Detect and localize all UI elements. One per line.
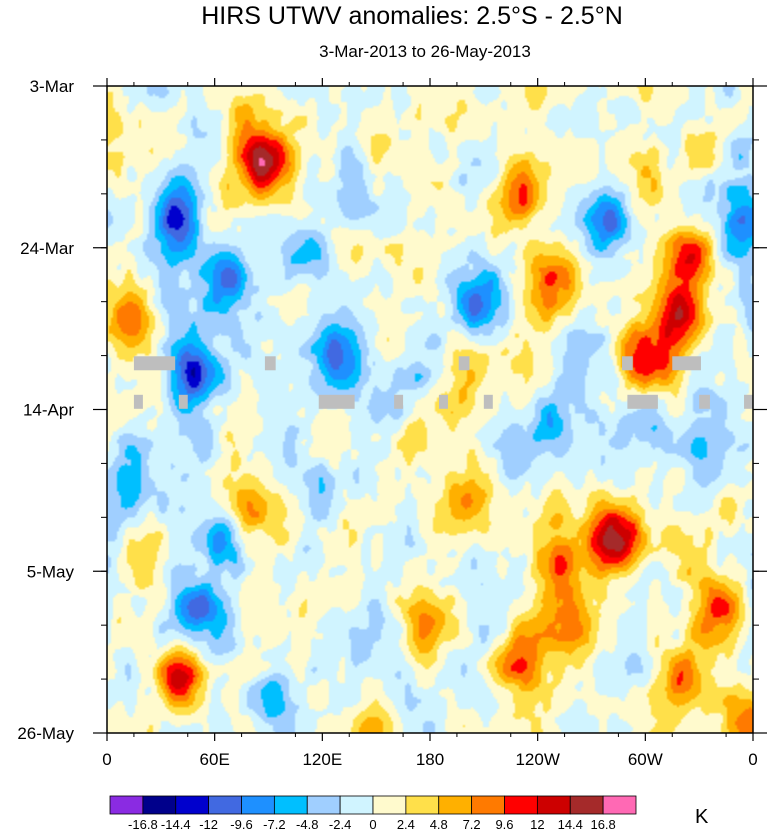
missing-data-segment bbox=[178, 394, 188, 409]
missing-data-segment bbox=[458, 356, 470, 371]
colorbar-label: 14.4 bbox=[558, 817, 583, 832]
colorbar-swatch bbox=[536, 795, 571, 815]
x-tick-label: 180 bbox=[416, 750, 444, 769]
y-tick-label: 24-Mar bbox=[20, 239, 74, 258]
colorbar-swatch bbox=[405, 795, 440, 815]
y-axis: 3-Mar 24-Mar 14-Apr 5-May 26-May bbox=[17, 77, 74, 743]
colorbar-label: 4.8 bbox=[430, 817, 448, 832]
colorbar: -16.8 -14.4 -12 -9.6 -7.2 -4.8 -2.4 0 2.4 4.8 7.2 9… bbox=[109, 795, 637, 832]
x-tick-label: 120E bbox=[302, 750, 342, 769]
colorbar-label: -14.4 bbox=[161, 817, 191, 832]
chart-subtitle: 3-Mar-2013 to 26-May-2013 bbox=[319, 42, 531, 61]
chart-title: HIRS UTWV anomalies: 2.5°S - 2.5°N bbox=[201, 2, 623, 30]
colorbar-label: -9.6 bbox=[230, 817, 252, 832]
colorbar-label: -7.2 bbox=[263, 817, 285, 832]
y-tick-label: 3-Mar bbox=[30, 77, 75, 96]
missing-data-segment bbox=[438, 394, 448, 409]
colorbar-label: 2.4 bbox=[397, 817, 415, 832]
missing-data-segment bbox=[483, 394, 493, 409]
missing-data-segment bbox=[622, 356, 633, 371]
colorbar-swatch bbox=[471, 795, 505, 815]
colorbar-swatch bbox=[241, 795, 275, 815]
colorbar-swatch bbox=[602, 795, 637, 815]
missing-data-segment bbox=[744, 394, 753, 409]
colorbar-label: -4.8 bbox=[296, 817, 318, 832]
colorbar-label: -2.4 bbox=[329, 817, 351, 832]
colorbar-label: 16.8 bbox=[590, 817, 615, 832]
colorbar-label: 12 bbox=[530, 817, 544, 832]
x-tick-label: 60W bbox=[628, 750, 663, 769]
missing-data-segment bbox=[699, 394, 710, 409]
missing-data-segment bbox=[672, 356, 701, 371]
missing-data-segment bbox=[133, 356, 176, 371]
colorbar-swatch bbox=[208, 795, 242, 815]
colorbar-swatch bbox=[372, 795, 407, 815]
colorbar-unit-label: K bbox=[695, 806, 709, 828]
colorbar-swatch bbox=[109, 795, 144, 815]
x-tick-label: 0 bbox=[748, 750, 757, 769]
x-tick-label: 60E bbox=[200, 750, 230, 769]
x-tick-label: 120W bbox=[515, 750, 559, 769]
colorbar-swatch bbox=[569, 795, 604, 815]
colorbar-swatch bbox=[306, 795, 341, 815]
missing-data-segment bbox=[133, 394, 143, 409]
heatmap-field bbox=[107, 86, 753, 733]
colorbar-swatch bbox=[273, 795, 308, 815]
plot-area bbox=[106, 85, 754, 734]
colorbar-swatch bbox=[175, 795, 210, 815]
colorbar-swatch bbox=[339, 795, 374, 815]
y-tick-label: 5-May bbox=[27, 562, 75, 581]
x-axis: 0 60E 120E 180 120W 60W 0 bbox=[102, 750, 757, 769]
colorbar-label: -16.8 bbox=[128, 817, 158, 832]
missing-data-segment bbox=[394, 394, 404, 409]
colorbar-swatch bbox=[504, 795, 538, 815]
colorbar-swatch bbox=[438, 795, 473, 815]
colorbar-label: -12 bbox=[199, 817, 218, 832]
colorbar-label: 7.2 bbox=[463, 817, 481, 832]
y-tick-label: 14-Apr bbox=[23, 401, 74, 420]
y-tick-label: 26-May bbox=[17, 724, 74, 743]
colorbar-swatch bbox=[142, 795, 177, 815]
colorbar-label: 9.6 bbox=[495, 817, 513, 832]
axis-ticks bbox=[93, 78, 767, 741]
colorbar-label: 0 bbox=[369, 817, 376, 832]
missing-data-segment bbox=[318, 394, 355, 409]
missing-data-segment bbox=[264, 356, 276, 371]
missing-data-layer bbox=[133, 356, 753, 409]
x-tick-label: 0 bbox=[102, 750, 111, 769]
missing-data-segment bbox=[627, 394, 658, 409]
